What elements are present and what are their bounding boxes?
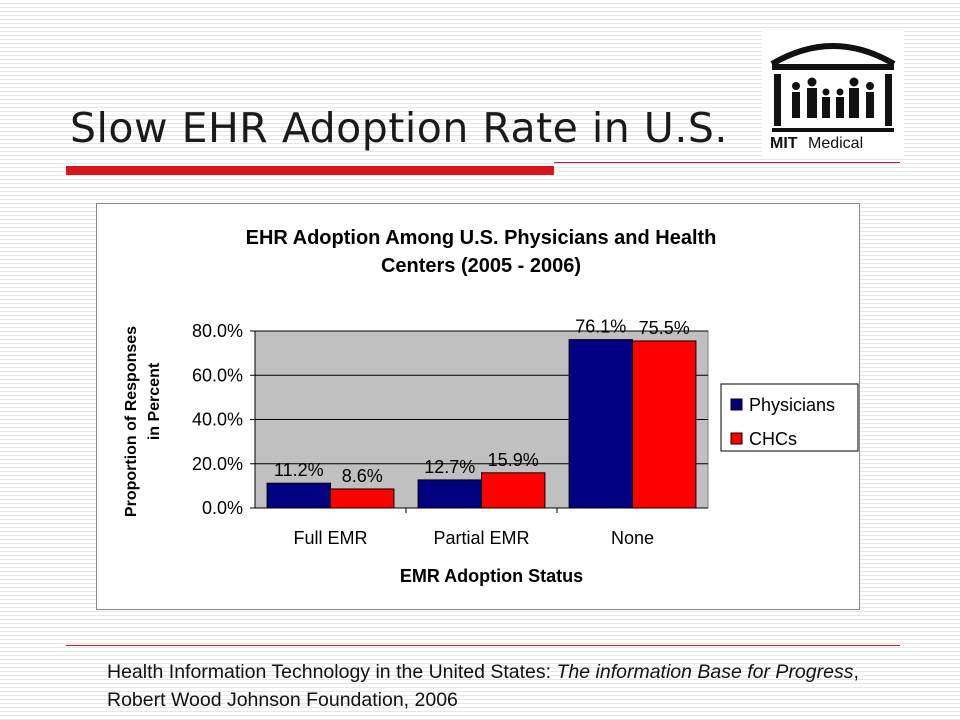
y-axis-title-line1: Proportion of Responses bbox=[123, 326, 140, 517]
legend-swatch-physicians bbox=[730, 398, 743, 411]
data-label: 12.7% bbox=[424, 457, 475, 477]
y-tick-label: 80.0% bbox=[192, 321, 243, 341]
y-tick-label: 20.0% bbox=[192, 454, 243, 474]
bar-chcs bbox=[330, 488, 395, 509]
x-tick-label: Partial EMR bbox=[433, 528, 529, 548]
mit-medical-logo-graphic: MIT Medical bbox=[770, 43, 896, 152]
bar-chart: EHR Adoption Among U.S. Physicians and H… bbox=[123, 227, 859, 586]
citation: Health Information Technology in the Uni… bbox=[107, 658, 867, 714]
citation-italic-title: The information Base for Progress bbox=[556, 661, 854, 683]
legend-label-chcs: CHCs bbox=[749, 429, 797, 449]
legend-label-physicians: Physicians bbox=[749, 395, 835, 415]
data-label: 11.2% bbox=[274, 460, 324, 480]
bar-physicians bbox=[266, 482, 331, 509]
bar-physicians bbox=[568, 339, 633, 509]
y-tick-label: 40.0% bbox=[192, 410, 243, 430]
title-divider-line bbox=[554, 162, 900, 163]
bar-chcs bbox=[481, 472, 546, 509]
footer-divider-line bbox=[66, 645, 900, 646]
chart-title-line2: Centers (2005 - 2006) bbox=[381, 255, 581, 277]
y-tick-label: 60.0% bbox=[192, 365, 243, 385]
chart-title-line1: EHR Adoption Among U.S. Physicians and H… bbox=[246, 227, 717, 249]
x-axis-title: EMR Adoption Status bbox=[400, 566, 583, 586]
data-label: 8.6% bbox=[342, 466, 383, 486]
x-tick-label: Full EMR bbox=[293, 528, 367, 548]
chart-container: EHR Adoption Among U.S. Physicians and H… bbox=[96, 203, 860, 610]
data-label: 75.5% bbox=[639, 318, 690, 338]
mit-medical-logo: MIT Medical bbox=[762, 30, 904, 156]
logo-text-mit: MIT bbox=[770, 135, 798, 152]
data-label: 76.1% bbox=[575, 317, 626, 337]
citation-text-2: , Robert Wood Johnson Foundation, 2006 bbox=[107, 661, 859, 711]
logo-text-medical: Medical bbox=[808, 135, 863, 152]
legend-box bbox=[720, 383, 859, 452]
legend-swatch-chcs bbox=[730, 432, 743, 445]
data-label: 15.9% bbox=[488, 450, 539, 470]
y-axis-title-line2: in Percent bbox=[146, 362, 163, 440]
slide-title: Slow EHR Adoption Rate in U.S. bbox=[70, 104, 728, 152]
x-tick-label: None bbox=[611, 528, 654, 548]
bar-physicians bbox=[417, 479, 482, 509]
citation-text-1: Health Information Technology in the Uni… bbox=[107, 661, 557, 683]
bar-chcs bbox=[632, 340, 697, 509]
y-tick-label: 0.0% bbox=[202, 498, 243, 518]
title-accent-bar bbox=[66, 166, 554, 175]
